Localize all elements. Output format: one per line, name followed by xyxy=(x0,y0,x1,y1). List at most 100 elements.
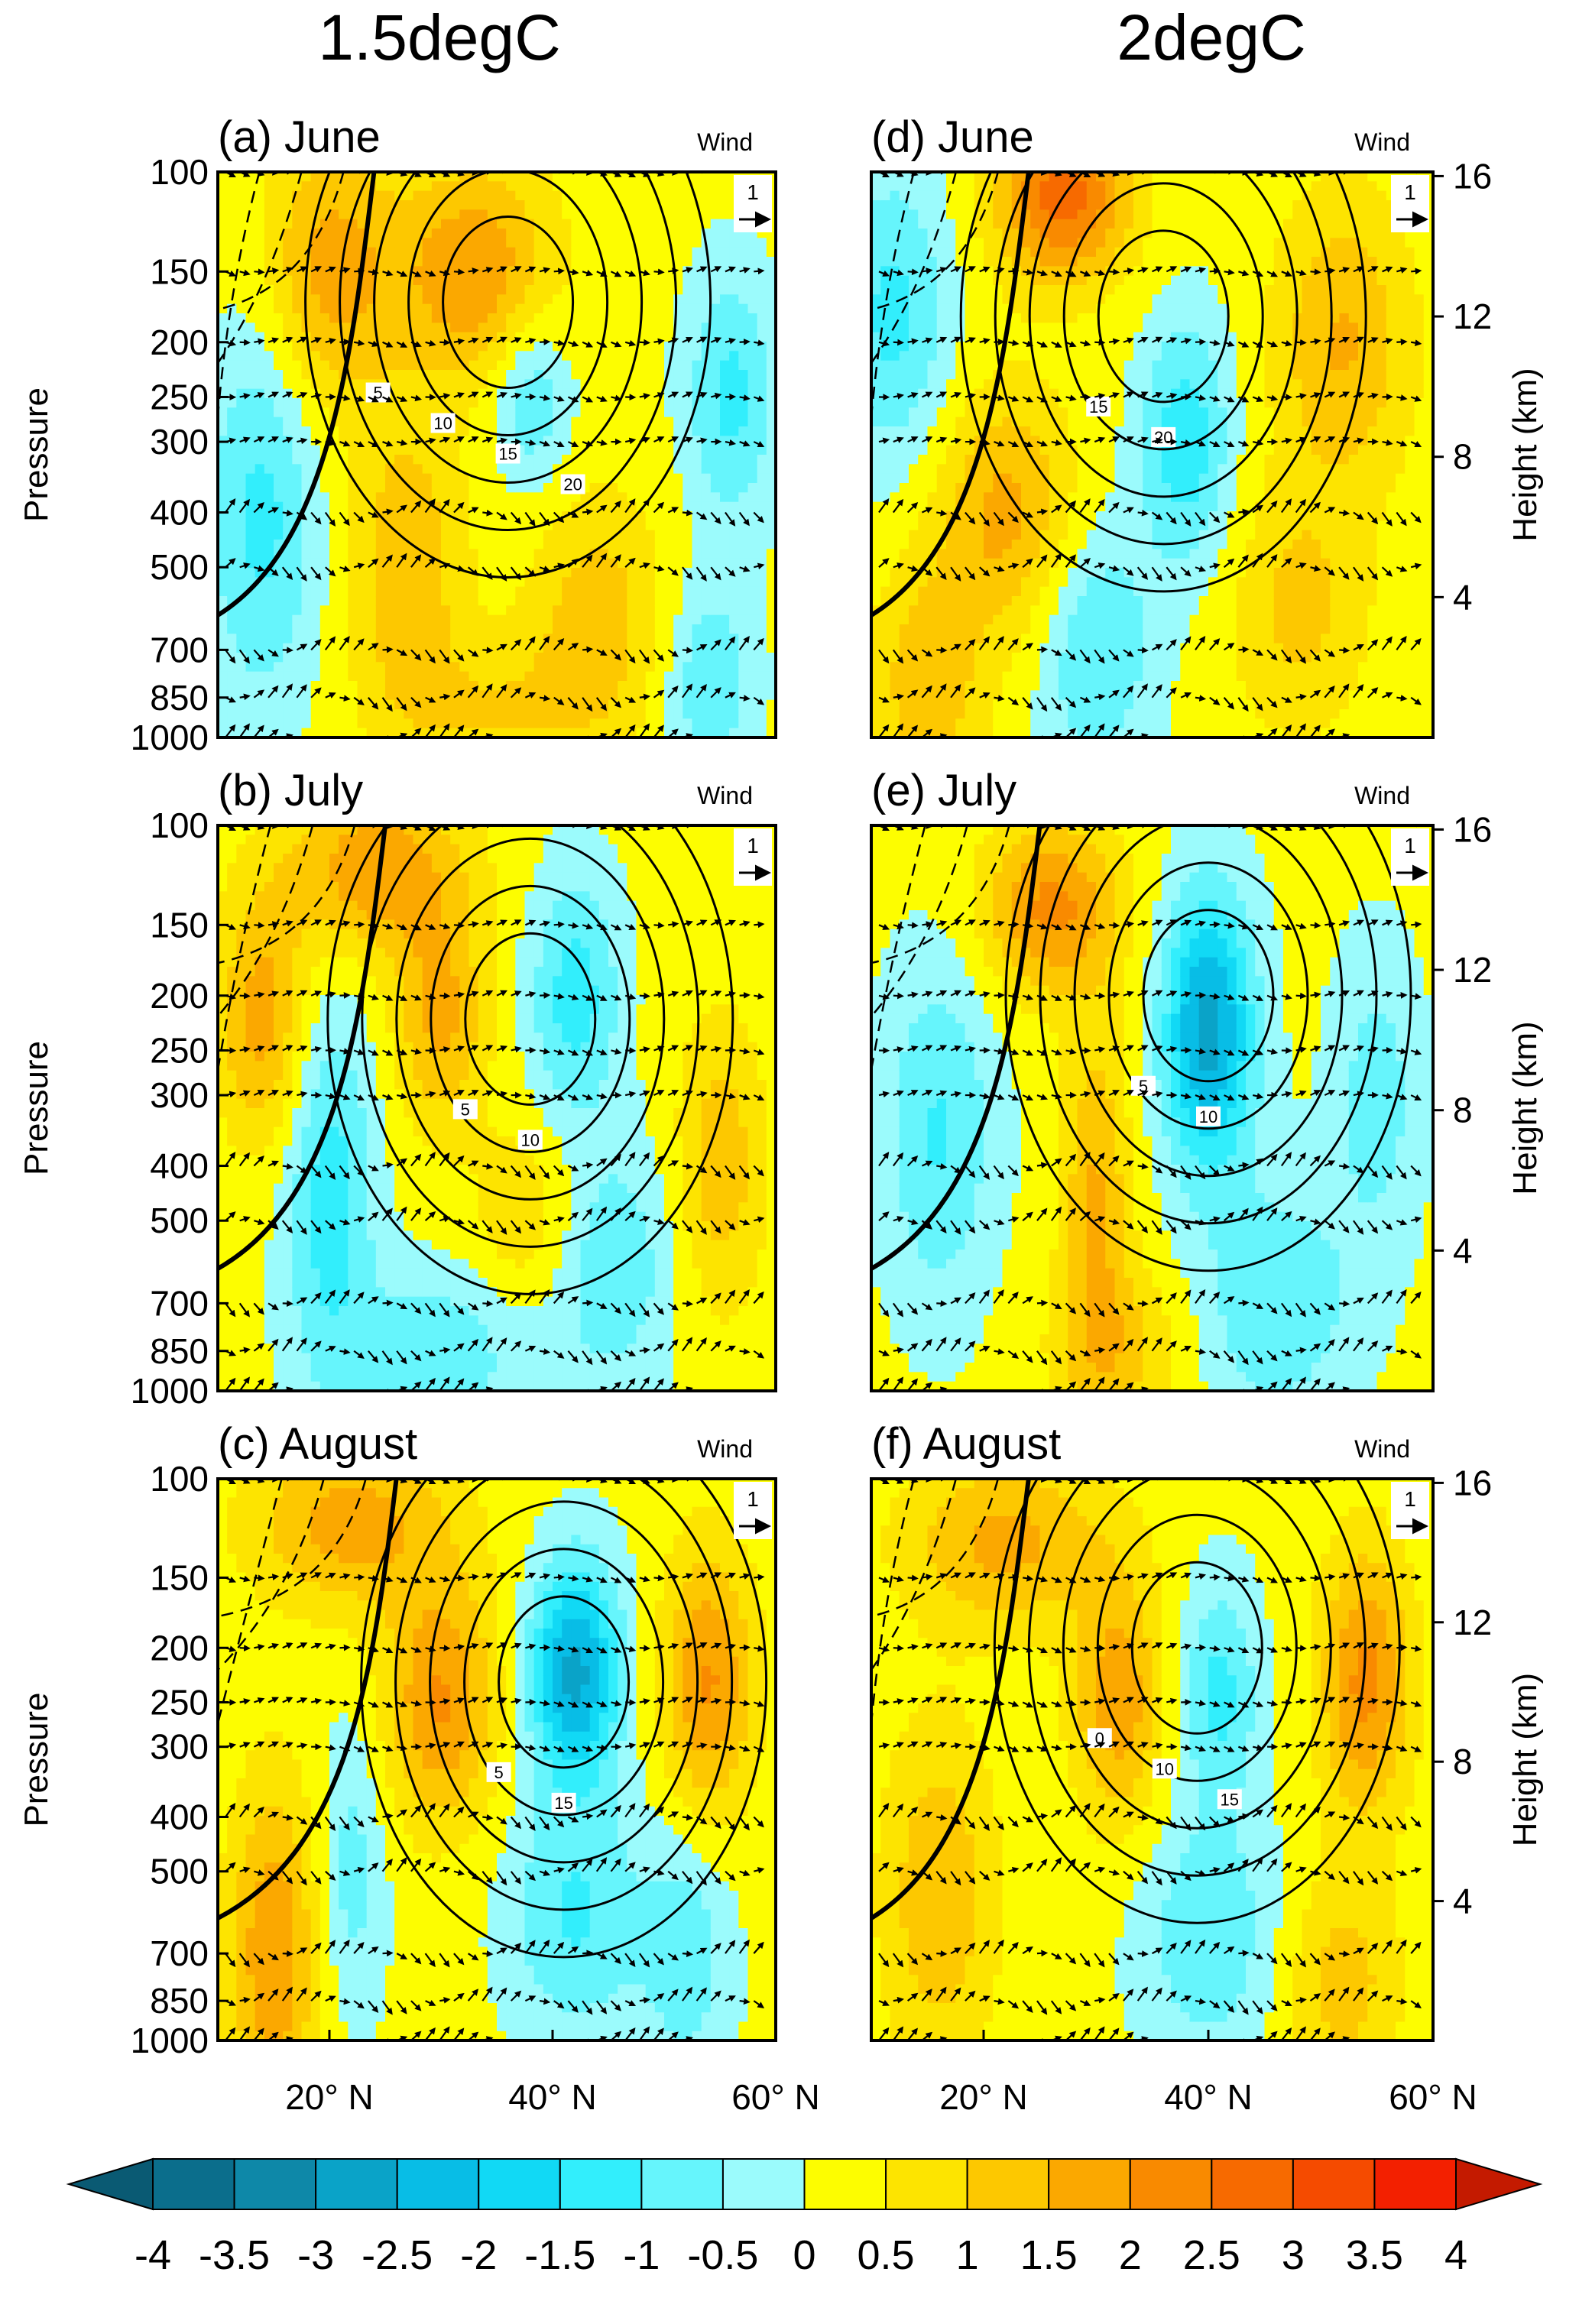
ref-vector-label: 1 xyxy=(1404,834,1416,857)
wind-vector xyxy=(354,2040,363,2052)
y-tick-label: 250 xyxy=(150,1030,209,1070)
wind-vector xyxy=(439,339,451,346)
colorbar-swatch xyxy=(1211,2158,1294,2210)
wind-vector xyxy=(567,643,579,651)
wind-vector xyxy=(667,1220,679,1230)
wind-vector xyxy=(339,511,350,527)
colorbar-label: -4 xyxy=(135,2232,171,2278)
wind-vector xyxy=(624,1302,636,1318)
wind-vector xyxy=(339,1219,351,1226)
wind-vector xyxy=(381,1207,393,1221)
wind-vector xyxy=(267,1045,280,1052)
wind-vector xyxy=(254,268,265,276)
wind-vector xyxy=(410,341,422,348)
wind-vector xyxy=(595,1350,608,1365)
wind-vector xyxy=(282,1090,293,1097)
y-tick-label: 150 xyxy=(150,905,209,945)
wind-vector xyxy=(296,566,307,582)
colorbar-swatch xyxy=(1292,2158,1376,2210)
wind-vector xyxy=(553,1350,565,1359)
wind-vector xyxy=(936,1300,948,1308)
wind-vector xyxy=(994,2040,1003,2053)
wind-vector xyxy=(339,267,351,274)
wind-vector xyxy=(639,1090,650,1097)
wind-vector xyxy=(639,992,651,1000)
wind-vector xyxy=(368,1165,379,1172)
wind-vector xyxy=(1339,1300,1350,1308)
wind-vector xyxy=(668,921,679,928)
y2-axis-title: Height (km) xyxy=(1506,1021,1544,1194)
colorbar-swatch xyxy=(803,2158,887,2210)
wind-vector xyxy=(624,993,637,1000)
plot-frame xyxy=(216,170,777,739)
wind-vector xyxy=(653,1343,665,1352)
wind-vector xyxy=(653,1218,665,1225)
wind-vector xyxy=(339,992,351,999)
wind-vector xyxy=(696,437,708,445)
wind-vector xyxy=(396,649,408,656)
wind-vector xyxy=(325,1092,336,1100)
wind-vector xyxy=(682,1813,694,1821)
wind-vector xyxy=(553,696,565,705)
wind-vector xyxy=(725,1165,736,1180)
wind-vector xyxy=(595,553,608,568)
wind-vector xyxy=(325,266,336,273)
wind-vector xyxy=(639,693,651,701)
wind-vector xyxy=(568,993,579,1000)
colorbar-label: 2.5 xyxy=(1183,2232,1240,2278)
wind-vector xyxy=(667,1090,679,1097)
wind-vector xyxy=(253,502,264,514)
wind-vector xyxy=(525,439,537,446)
wind-vector xyxy=(368,1211,379,1222)
wind-vector xyxy=(667,507,679,514)
y-tick-label: 150 xyxy=(150,251,209,291)
wind-vector xyxy=(296,919,308,926)
wind-vector xyxy=(439,269,451,277)
y-tick-label: 700 xyxy=(150,630,209,669)
wind-vector xyxy=(410,554,422,568)
y-axis-title: Pressure xyxy=(18,1692,55,1826)
x-tick-label: 20° N xyxy=(285,2077,374,2117)
wind-vector xyxy=(368,441,379,447)
wind-vector xyxy=(653,1574,665,1582)
wind-vector xyxy=(453,724,465,737)
wind-vector xyxy=(980,2040,989,2052)
wind-vector xyxy=(980,737,989,749)
y-tick-label: 200 xyxy=(150,323,209,362)
wind-vector xyxy=(553,921,565,929)
wind-vector xyxy=(994,992,1005,999)
wind-vector xyxy=(410,1048,423,1055)
contour-label: 20 xyxy=(560,474,585,494)
wind-contour xyxy=(407,172,609,436)
y-tick-label: 850 xyxy=(150,1331,209,1371)
colorbar-swatch xyxy=(396,2158,480,2210)
wind-vector xyxy=(524,1220,536,1230)
wind-vector xyxy=(296,511,308,520)
wind-vector xyxy=(610,500,621,514)
colorbar-label: 1.5 xyxy=(1020,2232,1078,2278)
wind-vector xyxy=(1195,1390,1197,1391)
wind-vector xyxy=(481,566,493,580)
wind-vector xyxy=(339,636,350,651)
wind-vector xyxy=(510,511,522,525)
wind-vector xyxy=(525,1390,527,1391)
wind-vector xyxy=(282,336,293,343)
wind-vector xyxy=(682,566,693,580)
wind-vector xyxy=(539,695,551,702)
wind-vector xyxy=(653,1155,665,1167)
wind-vector xyxy=(710,639,721,651)
wind-vector xyxy=(339,1289,350,1305)
wind-vector xyxy=(682,391,693,398)
wind-vector xyxy=(453,649,465,662)
wind-vector xyxy=(567,1094,579,1100)
wind-vector xyxy=(238,723,250,737)
wind-vector xyxy=(325,919,336,926)
ref-vector-label: 1 xyxy=(747,834,759,857)
wind-vector xyxy=(682,683,693,698)
wind-vector xyxy=(310,1220,322,1234)
wind-vector xyxy=(511,337,522,344)
wind-vector xyxy=(610,271,622,277)
wind-vector xyxy=(1383,737,1392,749)
